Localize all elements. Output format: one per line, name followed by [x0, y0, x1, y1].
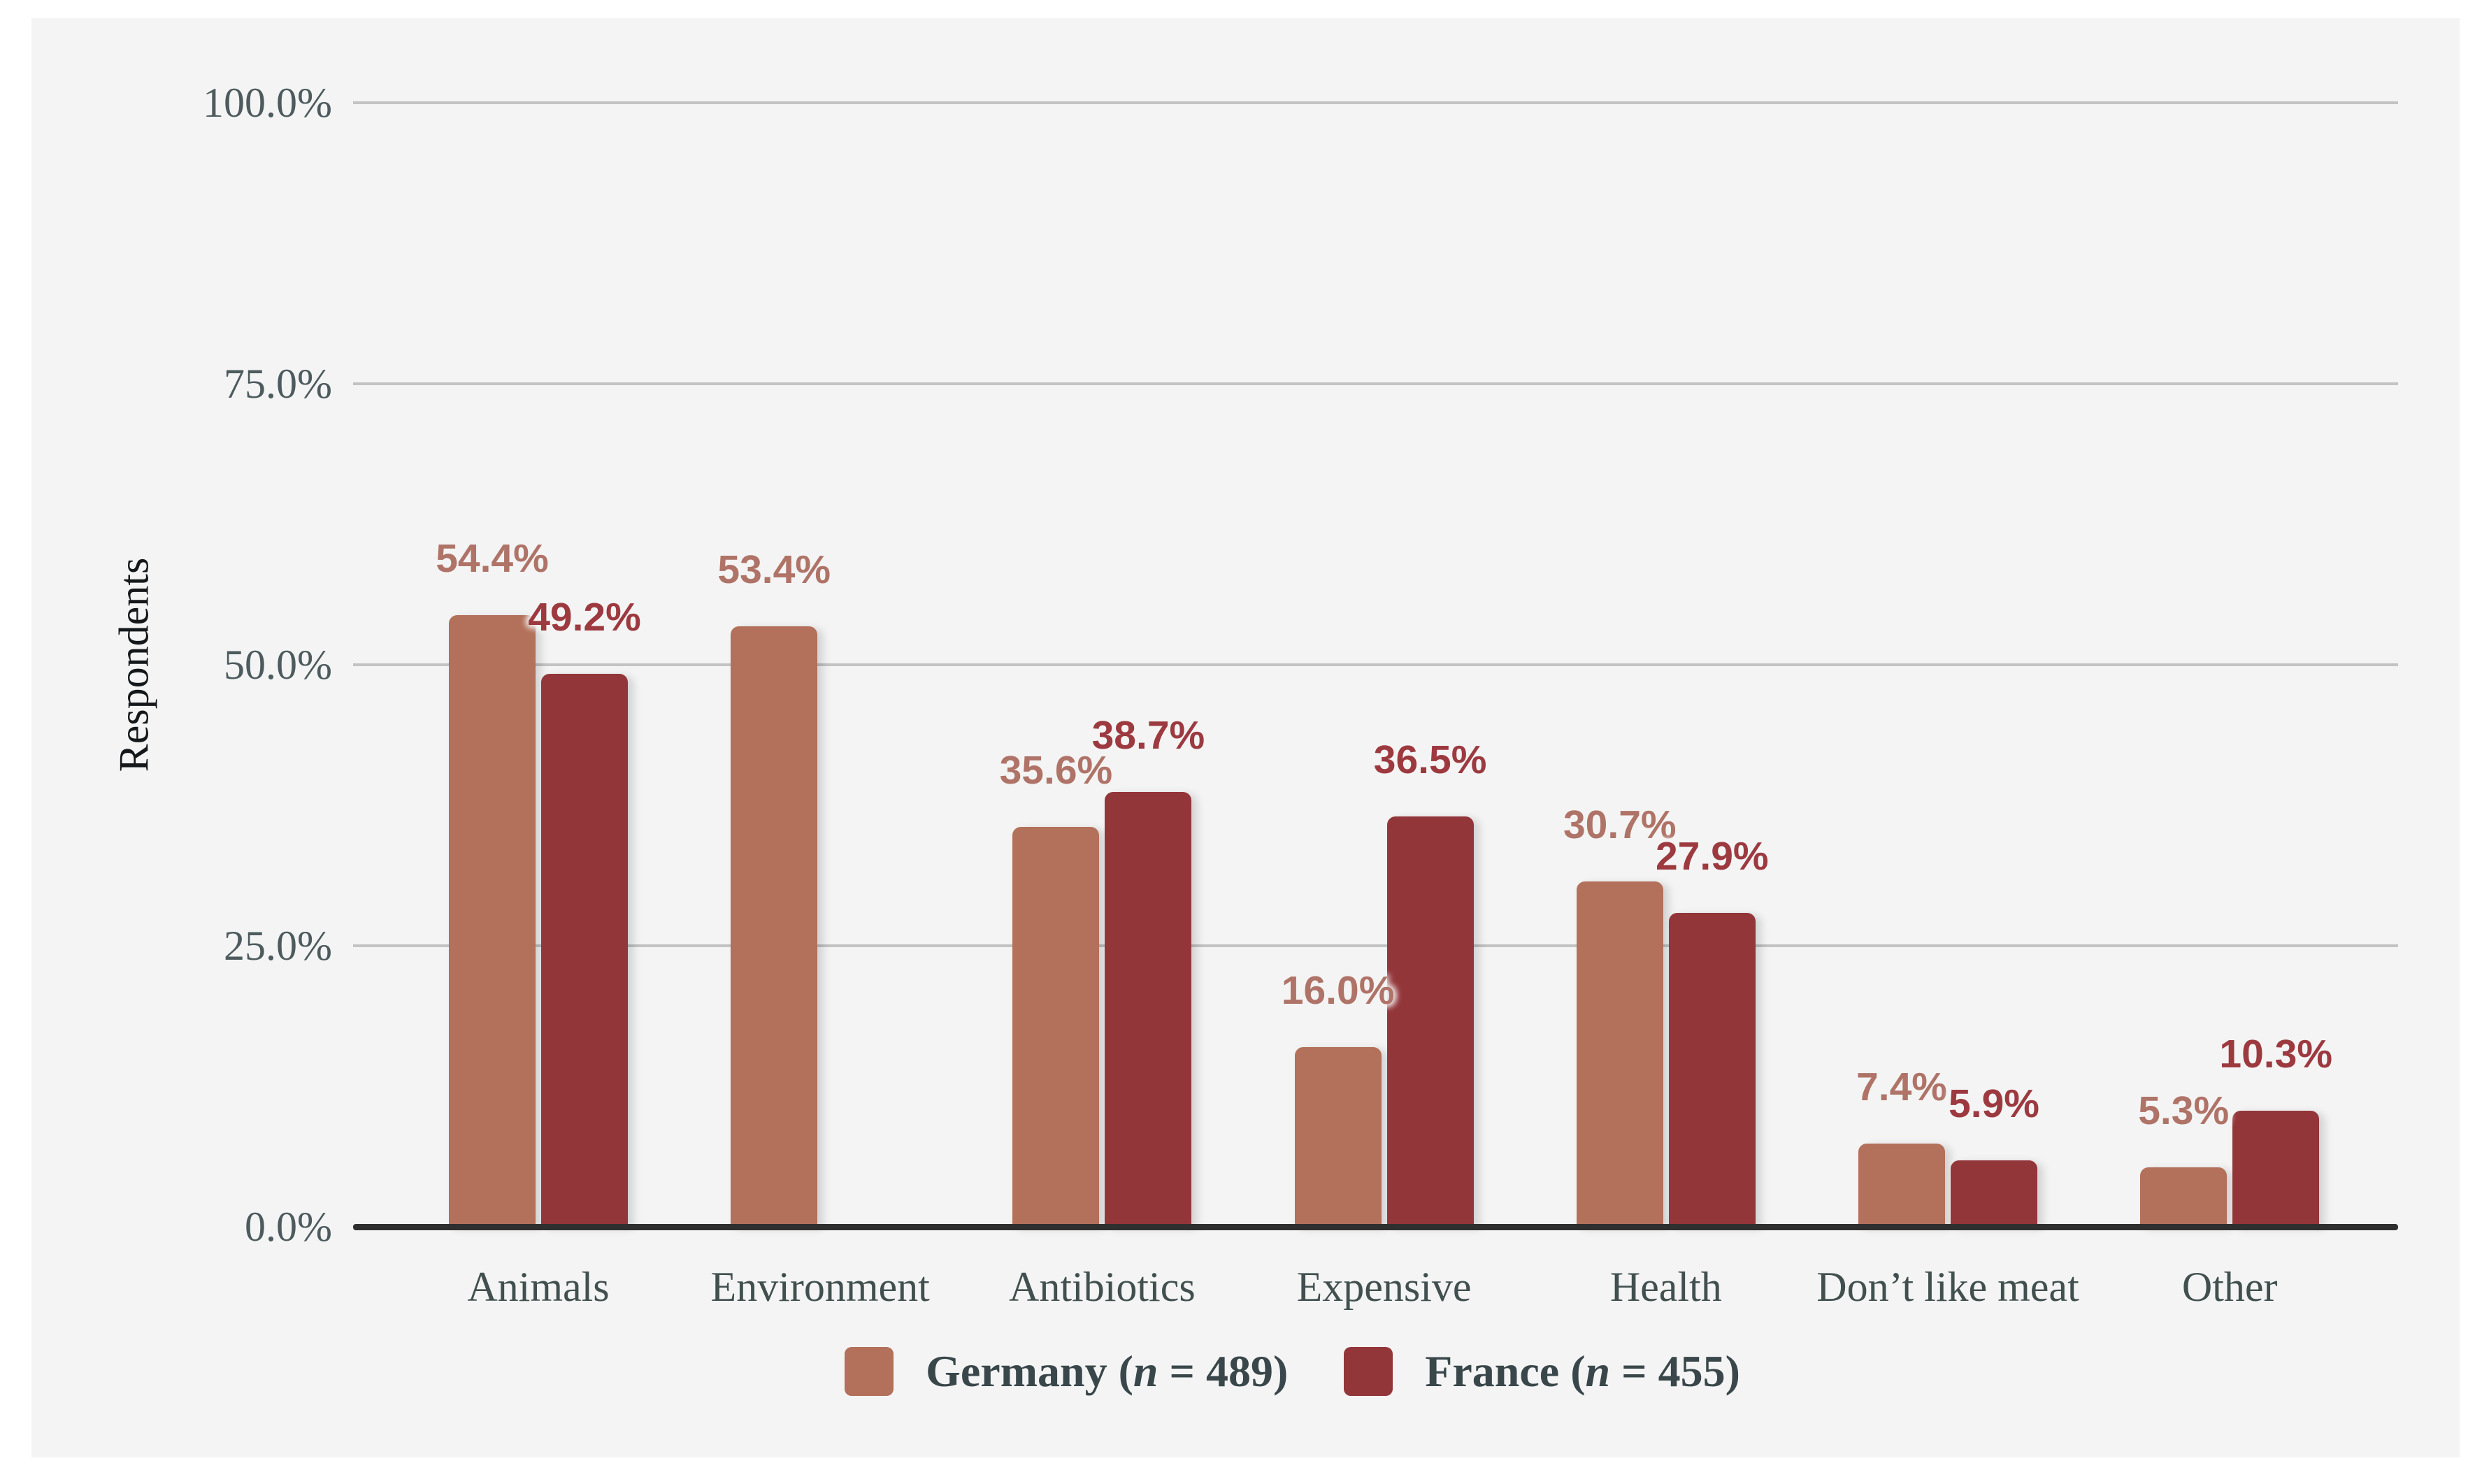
- x-label-antibiotics: Antibiotics: [1009, 1264, 1196, 1310]
- legend-france-n: n: [1585, 1346, 1611, 1396]
- bar-germany-animals: [449, 615, 536, 1227]
- value-germany-health: 30.7%: [1563, 802, 1677, 848]
- x-axis-line: [353, 1224, 2398, 1230]
- legend-label-france: France (n = 455): [1425, 1343, 1740, 1399]
- legend-france-prefix: France (: [1425, 1346, 1586, 1396]
- gridline-100: [353, 101, 2398, 104]
- france-color-swatch: [1344, 1347, 1393, 1396]
- value-france-expensive: 36.5%: [1373, 737, 1487, 783]
- value-france-animals: 49.2%: [528, 594, 641, 640]
- legend-germany-prefix: Germany (: [926, 1346, 1133, 1396]
- y-tick-0-0: 0.0%: [245, 1204, 332, 1250]
- legend-germany-n: n: [1133, 1346, 1158, 1396]
- value-germany-animals: 54.4%: [436, 536, 549, 582]
- germany-color-swatch: [845, 1347, 894, 1396]
- value-france-antibiotics: 38.7%: [1091, 712, 1205, 758]
- bar-germany-health: [1576, 881, 1663, 1227]
- value-germany-expensive: 16.0%: [1281, 967, 1395, 1013]
- value-germany-other: 5.3%: [2138, 1088, 2230, 1133]
- y-tick-25-0: 25.0%: [224, 923, 332, 969]
- x-label-environment: Environment: [710, 1264, 930, 1310]
- bar-france-health: [1668, 913, 1756, 1227]
- gridline-75: [353, 382, 2398, 385]
- legend-label-germany: Germany (n = 489): [926, 1343, 1288, 1399]
- bar-france-animals: [541, 673, 628, 1227]
- legend: Germany (n = 489) France (n = 455): [31, 1343, 2460, 1399]
- bar-france-don-t-like-meat: [1951, 1160, 2037, 1227]
- bar-france-other: [2232, 1111, 2320, 1227]
- x-label-don-t-like-meat: Don’t like meat: [1816, 1264, 2079, 1310]
- value-france-don-t-like-meat: 5.9%: [1949, 1081, 2039, 1127]
- bar-germany-antibiotics: [1012, 826, 1100, 1227]
- value-germany-antibiotics: 35.6%: [999, 747, 1113, 793]
- value-france-other: 10.3%: [2219, 1032, 2332, 1077]
- y-tick-75-0: 75.0%: [224, 361, 332, 407]
- legend-item-germany: Germany (n = 489): [845, 1343, 1288, 1399]
- legend-france-suffix: = 455): [1610, 1346, 1740, 1396]
- x-label-expensive: Expensive: [1296, 1264, 1472, 1310]
- gridline-25: [353, 944, 2398, 947]
- bar-germany-other: [2140, 1167, 2228, 1227]
- value-france-health: 27.9%: [1655, 834, 1769, 879]
- value-germany-environment: 53.4%: [717, 547, 831, 593]
- bar-germany-expensive: [1294, 1046, 1382, 1227]
- bar-france-expensive: [1386, 816, 1474, 1227]
- x-label-other: Other: [2181, 1264, 2278, 1310]
- y-tick-100-0: 100.0%: [203, 80, 332, 126]
- legend-item-france: France (n = 455): [1344, 1343, 1740, 1399]
- value-germany-don-t-like-meat: 7.4%: [1856, 1065, 1947, 1109]
- gridline-50: [353, 663, 2398, 666]
- bar-germany-environment: [731, 626, 818, 1227]
- x-label-health: Health: [1609, 1264, 1722, 1310]
- y-tick-50-0: 50.0%: [224, 642, 332, 688]
- x-label-animals: Animals: [467, 1264, 610, 1310]
- bar-france-antibiotics: [1105, 791, 1192, 1227]
- legend-germany-suffix: = 489): [1158, 1346, 1289, 1396]
- bar-germany-don-t-like-meat: [1858, 1144, 1945, 1227]
- chart-panel: Respondents Germany (n = 489) France (n …: [31, 18, 2460, 1457]
